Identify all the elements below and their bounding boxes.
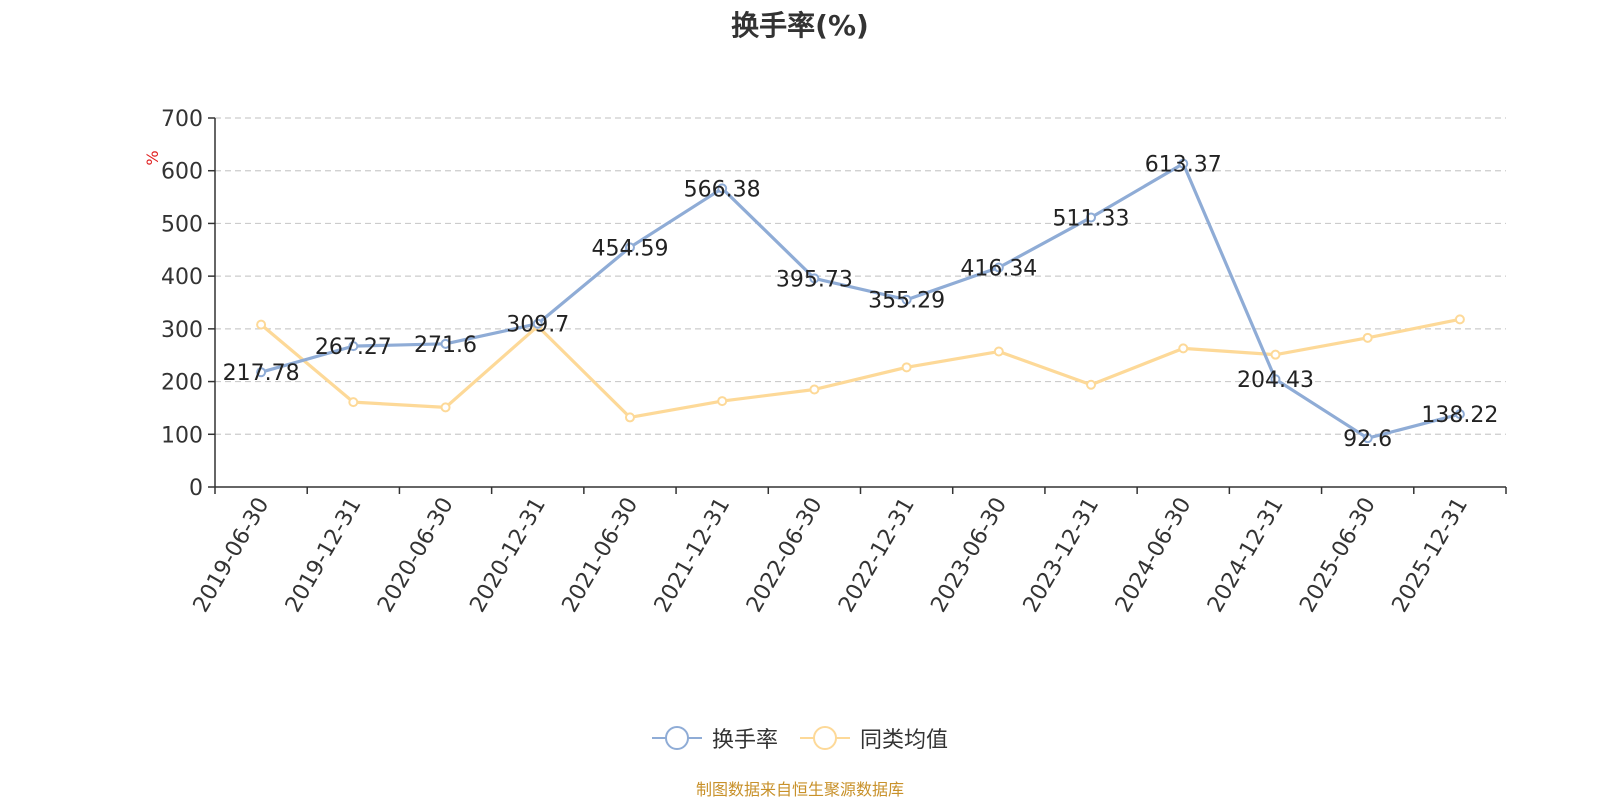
gridlines [215,117,1506,435]
data-label: 267.27 [315,335,392,360]
x-tick-label: 2025-12-31 [1388,494,1474,617]
x-tick-label: 2020-12-31 [465,494,551,617]
data-point [717,183,728,194]
data-point [1086,212,1097,223]
legend-symbol-turnover [651,726,702,750]
data-point [901,362,912,373]
data-label: 395.73 [776,267,853,292]
source-note: 制图数据来自恒生聚源数据库 [695,780,904,799]
data-point [348,397,359,408]
data-point [1270,374,1281,385]
series-line-1 [260,317,1461,420]
chart-title: 换手率(%) [731,9,869,42]
y-tick-label: 600 [161,160,203,185]
data-point [901,294,912,305]
y-axis-unit-label: % [143,150,162,165]
data-label: 416.34 [960,257,1037,282]
data-label: 204.43 [1237,368,1314,393]
y-tick-label: 0 [189,476,203,501]
data-point [809,273,820,284]
x-tick-label: 2024-06-30 [1111,494,1197,617]
data-point [256,367,267,378]
data-label: 566.38 [684,177,761,202]
legend-label-peer-average: 同类均值 [860,728,949,753]
x-tick-label: 2023-12-31 [1019,494,1105,617]
legend-label-turnover: 换手率 [711,728,778,753]
x-tick-label: 2022-06-30 [742,494,828,617]
data-point [440,402,451,413]
data-label: 92.6 [1343,427,1392,452]
data-label: 138.22 [1421,403,1498,428]
data-point [1178,158,1189,169]
data-label: 309.7 [506,313,569,338]
legend: 换手率 同类均值 [0,722,1600,754]
x-tick-label: 2022-12-31 [834,494,920,617]
data-point [809,384,820,395]
axes: 0 100 200 300 400 500 600 700% 2019-06-30 2019-12… [143,107,1507,617]
data-point [1178,343,1189,354]
data-label: 271.6 [414,333,477,358]
y-tick-label: 400 [161,265,203,290]
y-tick-label: 500 [161,212,203,237]
data-point [624,412,635,423]
data-point [1086,379,1097,390]
data-label: 454.59 [591,236,668,261]
data-point [348,341,359,352]
y-tick-label: 200 [161,371,203,396]
series-line-0 [260,162,1461,440]
legend-symbol-peer-average [800,726,850,750]
data-point [1270,349,1281,360]
legend-item-peer-average[interactable]: 同类均值 [800,722,948,754]
x-tick-label: 2023-06-30 [926,494,1012,617]
data-label: 217.78 [223,361,300,386]
y-tick-label: 700 [161,107,203,132]
legend-item-turnover[interactable]: 换手率 [651,722,778,754]
x-tick-label: 2020-06-30 [373,494,459,617]
data-point [532,318,543,329]
x-tick-label: 2019-06-30 [189,494,275,617]
x-tick-label: 2024-12-31 [1203,494,1289,617]
data-point [717,396,728,407]
data-label: 511.33 [1053,206,1130,231]
data-point [993,262,1004,273]
series [256,158,1465,444]
x-tick-label: 2019-12-31 [281,494,367,617]
x-tick-label: 2025-06-30 [1295,494,1381,617]
y-tick-label: 300 [161,318,203,343]
data-point [1454,409,1465,420]
data-point [1454,314,1465,325]
x-tick-label: 2021-06-30 [558,494,644,617]
y-tick-label: 100 [161,423,203,448]
data-label: 613.37 [1145,153,1222,178]
data-point [1362,433,1373,444]
data-point [993,346,1004,357]
data-point [440,338,451,349]
data-point [256,319,267,330]
data-label: 355.29 [868,289,945,314]
x-tick-label: 2021-12-31 [650,494,736,617]
data-point [1362,332,1373,343]
data-point [624,242,635,253]
data-labels: 217.78 267.27 271.6 309.7 454.59 566.38 395.73… [223,153,1499,453]
